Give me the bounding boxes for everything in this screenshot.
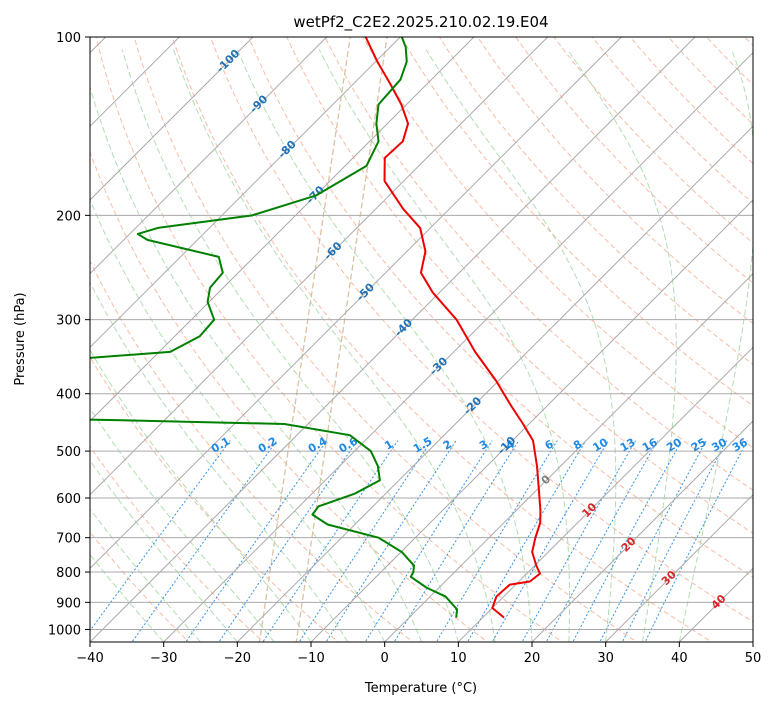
x-axis-title: Temperature (°C) bbox=[364, 681, 477, 696]
y-tick-label: 200 bbox=[56, 209, 81, 224]
y-tick-label: 700 bbox=[56, 532, 81, 547]
x-tick-label: 40 bbox=[671, 651, 688, 666]
isotherm-line bbox=[457, 346, 753, 642]
moist-adiabat bbox=[90, 459, 238, 642]
axes: −40 −30 −20 −10 0 10 20 30 40 50 100 200 300 400 500 60… bbox=[48, 31, 761, 666]
isotherm-line bbox=[752, 641, 753, 642]
mixing-ratio-line bbox=[521, 440, 637, 642]
isotherm-line bbox=[90, 37, 328, 275]
dry-adiabat bbox=[438, 37, 753, 366]
x-tick-label: 10 bbox=[450, 651, 467, 666]
y-tick-label: 100 bbox=[56, 31, 81, 46]
plot-background bbox=[90, 37, 753, 642]
x-tick-label: 20 bbox=[524, 651, 541, 666]
mixing-ratio-line bbox=[491, 440, 609, 642]
isotherm-line bbox=[310, 199, 753, 642]
background-lines bbox=[90, 24, 775, 645]
moist-adiabat bbox=[90, 349, 312, 642]
y-tick-label: 900 bbox=[56, 596, 81, 611]
mixing-ratio-line bbox=[218, 440, 358, 642]
moist-adiabat bbox=[90, 198, 386, 642]
mixing-ratio-line bbox=[298, 440, 432, 642]
dendritic-zone-line bbox=[258, 37, 351, 642]
dry-adiabat bbox=[171, 37, 713, 642]
isotherm-line bbox=[90, 37, 549, 496]
plot-frame bbox=[89, 36, 754, 643]
mixing-ratio-line bbox=[621, 440, 728, 642]
isotherm-line bbox=[163, 51, 753, 642]
moist-adiabat bbox=[90, 407, 275, 642]
x-tick-label: 0 bbox=[381, 651, 389, 666]
y-tick-label: 1000 bbox=[48, 623, 81, 638]
mixing-ratio-line bbox=[364, 440, 493, 642]
isotherm-line bbox=[90, 37, 401, 349]
mixing-ratio-line bbox=[185, 440, 328, 642]
mixing-ratio-line bbox=[393, 440, 520, 642]
isotherm-line bbox=[236, 125, 753, 642]
moist-adiabat bbox=[90, 508, 201, 642]
mixing-ratio-line bbox=[131, 440, 278, 642]
dry-adiabat bbox=[324, 37, 753, 491]
mixing-ratio-line bbox=[572, 440, 683, 642]
mixing-ratio-line bbox=[545, 440, 659, 642]
moist-adiabat bbox=[173, 49, 496, 642]
y-tick-label: 500 bbox=[56, 445, 81, 460]
moist-adiabat bbox=[90, 281, 349, 642]
dry-adiabat bbox=[90, 150, 489, 642]
isotherm-line bbox=[605, 493, 753, 642]
moist-adiabat bbox=[90, 85, 422, 642]
x-tick-label: 50 bbox=[745, 651, 762, 666]
isotherm-line bbox=[90, 37, 254, 201]
dry-adiabat bbox=[248, 37, 753, 578]
moist-adiabat bbox=[566, 49, 677, 642]
isotherm-line bbox=[90, 37, 696, 642]
temperature-profile-line bbox=[364, 37, 542, 619]
y-tick-label: 300 bbox=[56, 314, 81, 329]
isotherm-line bbox=[384, 272, 753, 642]
grid-lines bbox=[90, 37, 753, 642]
isotherm-line bbox=[90, 37, 622, 570]
moist-adiabat bbox=[237, 49, 533, 642]
profile-lines bbox=[90, 37, 542, 619]
mixing-ratio-line bbox=[435, 440, 558, 642]
isotherm-line bbox=[531, 420, 753, 642]
moist-adiabat bbox=[318, 49, 570, 642]
dry-adiabat bbox=[770, 24, 775, 645]
x-tick-label: −40 bbox=[76, 651, 103, 666]
moist-adiabat bbox=[678, 49, 753, 642]
isotherm-line bbox=[90, 37, 475, 422]
dry-adiabat bbox=[362, 37, 753, 449]
mixing-ratio-line bbox=[325, 440, 457, 642]
x-tick-label: −30 bbox=[150, 651, 177, 666]
x-tick-label: 30 bbox=[597, 651, 614, 666]
moist-adiabat bbox=[90, 554, 165, 642]
y-axis-title: Pressure (hPa) bbox=[13, 292, 28, 385]
moist-adiabat bbox=[425, 49, 617, 642]
dry-adiabat bbox=[286, 37, 753, 534]
y-tick-label: 400 bbox=[56, 388, 81, 403]
x-tick-label: −10 bbox=[297, 651, 324, 666]
mixing-ratio-line bbox=[90, 440, 231, 632]
moist-adiabat bbox=[121, 49, 459, 642]
chart-title: wetPf2_C2E2.2025.210.02.19.E04 bbox=[293, 13, 548, 32]
x-tick-label: −20 bbox=[224, 651, 251, 666]
y-tick-label: 600 bbox=[56, 492, 81, 507]
mixing-ratio-line bbox=[599, 440, 707, 642]
y-tick-label: 800 bbox=[56, 566, 81, 581]
dendritic-zone-line bbox=[295, 37, 388, 642]
dewpoint-profile-line bbox=[90, 37, 459, 618]
